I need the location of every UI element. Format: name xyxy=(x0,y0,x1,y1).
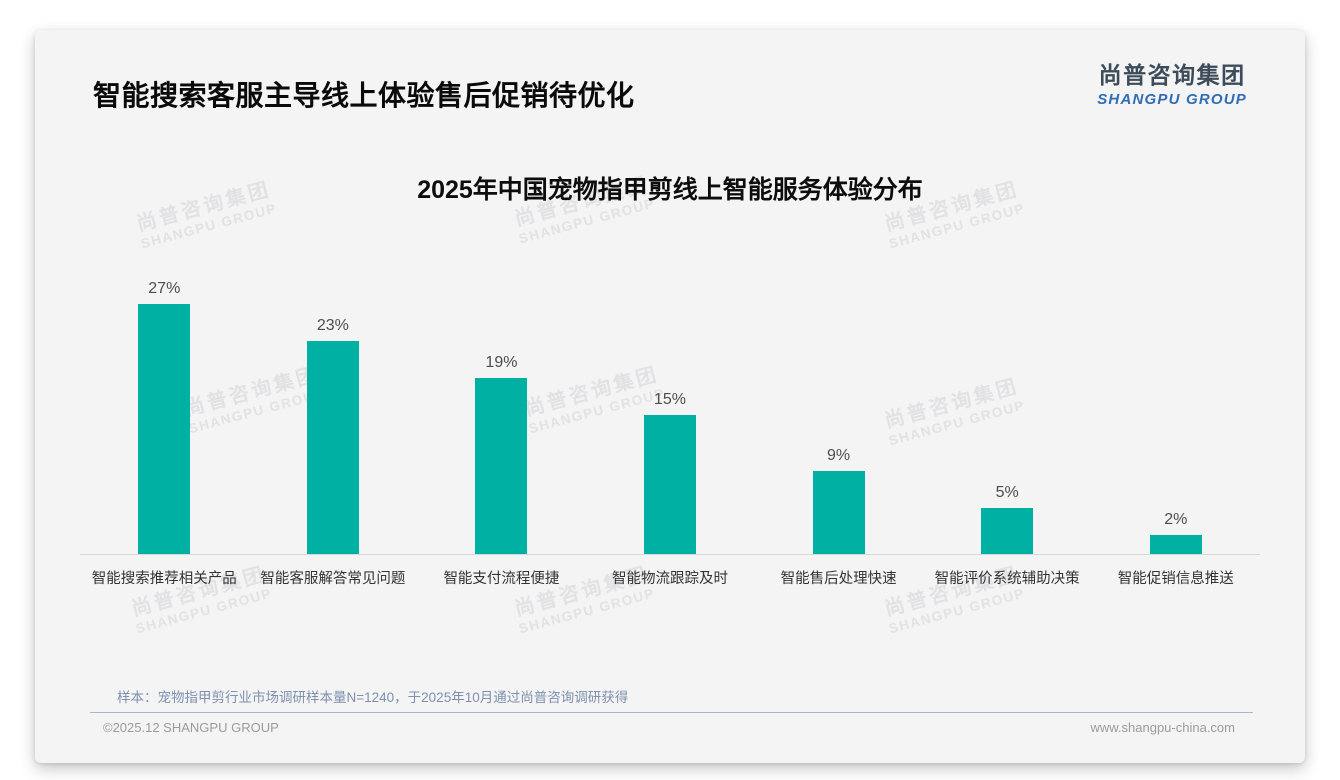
bar xyxy=(1149,535,1202,554)
bar-value-label: 15% xyxy=(654,391,687,408)
watermark-en-text: SHANGPU GROUP xyxy=(887,200,1027,252)
logo-chinese-name: 尚普咨询集团 xyxy=(1098,62,1246,88)
bar-value-label: 23% xyxy=(316,317,349,334)
chart-title: 2025年中国宠物指甲剪线上智能服务体验分布 xyxy=(417,176,923,204)
category-label: 智能支付流程便捷 xyxy=(443,571,560,587)
watermark-en-text: SHANGPU GROUP xyxy=(887,585,1027,637)
bar-group: 19% xyxy=(417,277,586,554)
bar-group: 27% xyxy=(80,277,249,554)
watermark-en-text: SHANGPU GROUP xyxy=(517,585,657,637)
bar-group: 9% xyxy=(754,277,923,554)
category-label: 智能促销信息推送 xyxy=(1117,571,1234,587)
watermark-en-text: SHANGPU GROUP xyxy=(139,200,279,252)
logo-english-name: SHANGPU GROUP xyxy=(1097,91,1247,108)
bar xyxy=(138,304,191,554)
bar xyxy=(812,471,865,554)
bar xyxy=(475,378,528,554)
bar-value-label: 19% xyxy=(485,354,518,371)
bar-group: 23% xyxy=(249,277,418,554)
company-logo: 尚普咨询集团 SHANGPU GROUP xyxy=(1097,56,1247,108)
watermark-en-text: SHANGPU GROUP xyxy=(134,585,274,637)
bar xyxy=(981,508,1034,554)
footer-divider xyxy=(90,712,1253,713)
category-label: 智能售后处理快速 xyxy=(780,571,897,587)
bar-group: 15% xyxy=(586,277,755,554)
bar xyxy=(306,341,359,554)
sample-note: 样本：宠物指甲剪行业市场调研样本量N=1240，于2025年10月通过尚普咨询调… xyxy=(117,690,629,705)
page-title: 智能搜索客服主导线上体验售后促销待优化 xyxy=(93,80,635,111)
bar-value-label: 2% xyxy=(1164,511,1188,528)
bar-value-label: 27% xyxy=(148,280,181,297)
footer-copyright: ©2025.12 SHANGPU GROUP xyxy=(103,720,279,735)
footer-website: www.shangpu-china.com xyxy=(1090,720,1235,735)
bar-chart: 27% 23% 19% 15% 9% 5% 2% 智能搜索推荐相关产品 智能客服解答常见问题智… xyxy=(80,277,1260,588)
category-label: 智能搜索推荐相关产品 xyxy=(91,571,237,587)
bars-row: 27% 23% 19% 15% 9% 5% 2% xyxy=(80,277,1260,555)
category-label: 智能客服解答常见问题 xyxy=(260,571,406,587)
bar-group: 5% xyxy=(923,277,1092,554)
report-card: 智能搜索客服主导线上体验售后促销待优化 尚普咨询集团 SHANGPU GROUP… xyxy=(35,30,1305,763)
category-label: 智能物流跟踪及时 xyxy=(612,571,729,587)
category-labels-row: 智能搜索推荐相关产品 智能客服解答常见问题 智能支付流程便捷 智能物流跟踪及时 智能售后… xyxy=(80,555,1260,588)
bar-value-label: 5% xyxy=(995,484,1019,501)
category-label: 智能评价系统辅助决策 xyxy=(934,571,1080,587)
bar-group: 2% xyxy=(1091,277,1260,554)
bar xyxy=(644,415,697,554)
bar-value-label: 9% xyxy=(827,447,851,464)
